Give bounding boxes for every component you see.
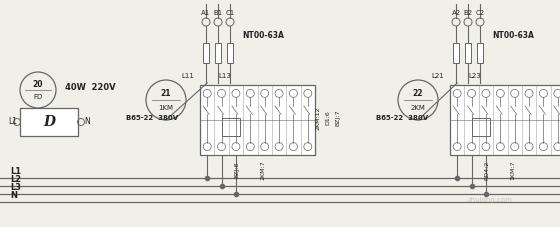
- FancyBboxPatch shape: [465, 43, 471, 63]
- Text: D: D: [43, 115, 55, 129]
- Text: 2KM:12: 2KM:12: [315, 106, 320, 130]
- FancyBboxPatch shape: [222, 118, 240, 136]
- Text: BZJ:7: BZJ:7: [335, 110, 340, 126]
- Text: NT00-63A: NT00-63A: [242, 30, 284, 39]
- Text: NT00-63A: NT00-63A: [492, 30, 534, 39]
- FancyBboxPatch shape: [200, 85, 315, 155]
- Text: L23: L23: [469, 73, 482, 79]
- Text: 1KM: 1KM: [158, 105, 174, 111]
- Text: L21: L21: [431, 73, 444, 79]
- FancyBboxPatch shape: [450, 85, 560, 155]
- FancyBboxPatch shape: [453, 43, 459, 63]
- Text: 20: 20: [32, 80, 43, 89]
- Text: 40W  220V: 40W 220V: [65, 84, 115, 92]
- Text: 22: 22: [413, 89, 423, 99]
- FancyBboxPatch shape: [203, 43, 209, 63]
- FancyBboxPatch shape: [215, 43, 221, 63]
- Text: BZJ:8: BZJ:8: [235, 162, 240, 178]
- Text: L2: L2: [10, 175, 21, 184]
- Text: A1: A1: [202, 10, 211, 16]
- Text: D1:6: D1:6: [325, 111, 330, 125]
- Text: B65-22  380V: B65-22 380V: [126, 115, 178, 121]
- Text: 2KM:7: 2KM:7: [260, 160, 265, 180]
- Text: L13: L13: [218, 73, 231, 79]
- Text: zhulong.com: zhulong.com: [468, 197, 512, 203]
- Text: L1: L1: [10, 167, 21, 176]
- Text: RD4:2: RD4:2: [484, 160, 489, 180]
- Text: 21: 21: [161, 89, 171, 99]
- Text: N: N: [10, 191, 17, 200]
- Text: C2: C2: [475, 10, 484, 16]
- Text: 1KM:7: 1KM:7: [511, 160, 516, 180]
- Text: B2: B2: [464, 10, 473, 16]
- Text: B65-22  380V: B65-22 380V: [376, 115, 428, 121]
- Text: C1: C1: [225, 10, 235, 16]
- Text: 2KM: 2KM: [410, 105, 426, 111]
- FancyBboxPatch shape: [472, 118, 490, 136]
- Text: A2: A2: [451, 10, 460, 16]
- FancyBboxPatch shape: [20, 108, 78, 136]
- Text: FD: FD: [34, 94, 43, 100]
- Text: B1: B1: [213, 10, 223, 16]
- Text: L1: L1: [8, 118, 17, 126]
- Text: N: N: [84, 118, 90, 126]
- FancyBboxPatch shape: [227, 43, 233, 63]
- Text: L11: L11: [181, 73, 194, 79]
- Text: L3: L3: [10, 183, 21, 192]
- FancyBboxPatch shape: [477, 43, 483, 63]
